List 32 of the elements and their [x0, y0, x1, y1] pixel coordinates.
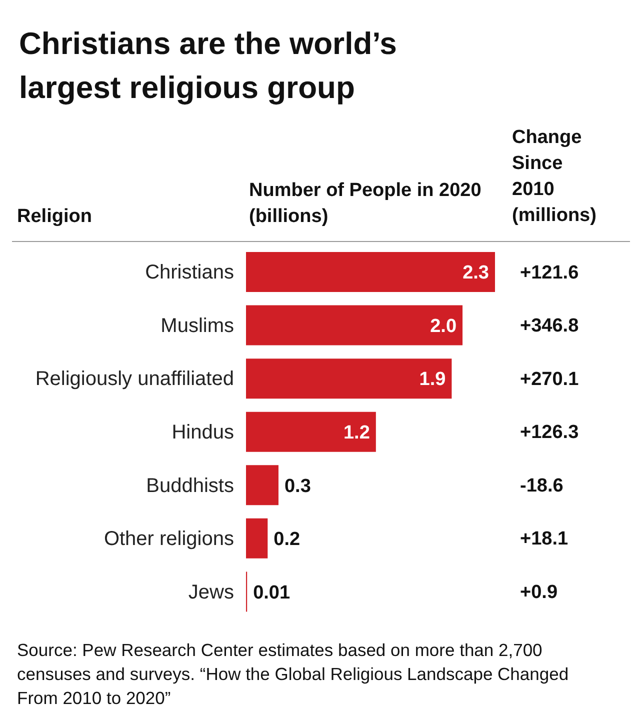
- y-tick-label: Other religions: [104, 528, 234, 550]
- text: +270.1: [520, 368, 580, 390]
- data-label: 1.9: [419, 369, 446, 390]
- data-label: 0.2: [274, 529, 300, 550]
- bar: [246, 518, 268, 558]
- bar: [246, 252, 495, 292]
- chart-title: Christians are the world’s largest religious group: [19, 25, 398, 107]
- y-axis-title: Religion: [17, 205, 92, 229]
- x-axis-title: Number of People in 2020 (billions): [249, 179, 482, 229]
- text: +121.6: [520, 262, 579, 284]
- data-label: 0.01: [253, 582, 290, 604]
- data-label: 0.3: [284, 476, 311, 497]
- y2-axis-title: Change Since 2010 (millions): [512, 126, 598, 228]
- y-tick-label: Muslims: [160, 314, 234, 337]
- bar: [246, 465, 278, 506]
- bar: [246, 412, 376, 452]
- y-tick-label: Buddhists: [146, 474, 234, 497]
- source-note: Source: Pew Research Center estimates based on more than 2,700 censuses and surveys. “How the Global Religious Landscape Changed From 2010 to 2020”: [17, 639, 570, 710]
- y-tick-label: Jews: [188, 581, 234, 604]
- y-tick-label: Christians: [145, 262, 234, 284]
- text: +18.1: [520, 528, 569, 550]
- text: -18.6: [520, 475, 564, 496]
- data-label: 2.3: [462, 262, 489, 284]
- data-label: 2.0: [430, 316, 457, 337]
- y-tick-label: Religiously unaffiliated: [35, 368, 234, 390]
- text: +0.9: [520, 582, 558, 604]
- text: +346.8: [520, 316, 579, 337]
- text: +126.3: [520, 422, 579, 444]
- y-tick-label: Hindus: [172, 422, 234, 444]
- bar: [246, 305, 463, 346]
- bar: [246, 358, 452, 399]
- data-label: 1.2: [343, 422, 370, 444]
